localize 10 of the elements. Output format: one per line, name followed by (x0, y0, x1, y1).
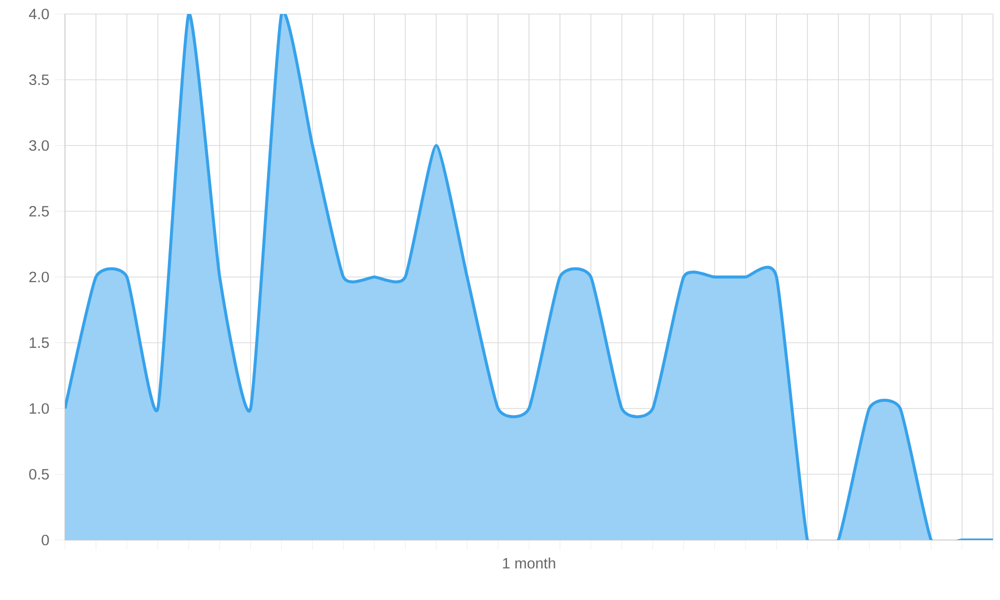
y-tick-label: 1.0 (30, 403, 49, 414)
y-tick-label: 4.0 (28, 8, 49, 20)
y-tick-label: 3.5 (29, 74, 49, 86)
y-tick-label: 0 (42, 534, 49, 546)
x-tick-label: 1 month (503, 558, 556, 569)
y-tick-label: 2.0 (29, 272, 49, 282)
y-tick-label: 1.5 (30, 338, 49, 348)
y-tick-label: 0.5 (29, 468, 49, 480)
y-tick-label: 3.0 (29, 140, 49, 151)
y-tick-label: 2.5 (29, 206, 49, 217)
